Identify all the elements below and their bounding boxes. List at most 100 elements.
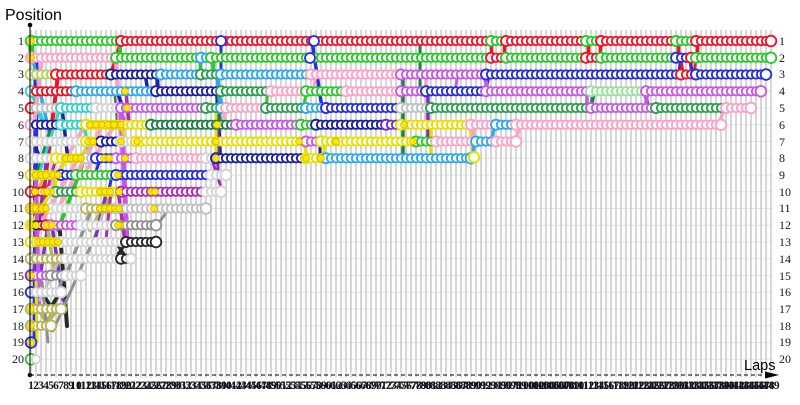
svg-text:108: 108: [557, 380, 575, 392]
svg-text:121: 121: [622, 380, 640, 392]
svg-text:2: 2: [18, 51, 24, 65]
svg-text:58: 58: [310, 380, 322, 392]
svg-text:116: 116: [598, 380, 615, 392]
svg-text:64: 64: [340, 380, 352, 392]
svg-text:105: 105: [542, 380, 560, 392]
svg-text:132: 132: [677, 380, 695, 392]
svg-text:17: 17: [105, 380, 117, 392]
svg-text:98: 98: [510, 380, 522, 392]
svg-text:145: 145: [742, 380, 760, 392]
svg-text:79: 79: [415, 380, 427, 392]
svg-text:6: 6: [53, 380, 59, 392]
svg-text:45: 45: [245, 380, 257, 392]
svg-text:14: 14: [779, 252, 791, 266]
svg-text:93: 93: [485, 380, 497, 392]
svg-text:110: 110: [568, 380, 585, 392]
svg-text:46: 46: [250, 380, 262, 392]
svg-text:127: 127: [652, 380, 670, 392]
svg-text:72: 72: [380, 380, 392, 392]
svg-text:41: 41: [225, 380, 237, 392]
svg-text:9: 9: [68, 380, 74, 392]
svg-text:12: 12: [80, 380, 92, 392]
svg-text:112: 112: [578, 380, 595, 392]
svg-text:33: 33: [185, 380, 197, 392]
svg-text:82: 82: [430, 380, 442, 392]
svg-text:60: 60: [320, 380, 332, 392]
svg-text:120: 120: [617, 380, 635, 392]
svg-text:53: 53: [285, 380, 297, 392]
svg-text:77: 77: [405, 380, 417, 392]
svg-text:20: 20: [779, 352, 791, 366]
svg-text:Laps: Laps: [744, 358, 775, 374]
svg-text:139: 139: [712, 380, 730, 392]
svg-text:14: 14: [90, 380, 102, 392]
svg-text:17: 17: [12, 302, 24, 316]
svg-text:16: 16: [100, 380, 112, 392]
svg-text:91: 91: [475, 380, 487, 392]
svg-text:9: 9: [18, 168, 24, 182]
svg-text:22: 22: [130, 380, 142, 392]
svg-text:143: 143: [732, 380, 750, 392]
svg-text:125: 125: [642, 380, 660, 392]
svg-text:1: 1: [779, 34, 785, 48]
svg-text:109: 109: [562, 380, 580, 392]
svg-text:20: 20: [12, 352, 24, 366]
svg-text:148: 148: [757, 380, 775, 392]
svg-text:7: 7: [779, 135, 785, 149]
svg-text:95: 95: [495, 380, 507, 392]
svg-text:11: 11: [76, 380, 87, 392]
svg-text:149: 149: [762, 380, 780, 392]
svg-text:10: 10: [779, 185, 791, 199]
svg-text:19: 19: [779, 335, 791, 349]
svg-text:6: 6: [779, 118, 785, 132]
svg-text:84: 84: [440, 380, 452, 392]
svg-text:47: 47: [255, 380, 267, 392]
svg-text:113: 113: [583, 380, 600, 392]
svg-text:4: 4: [18, 84, 24, 98]
svg-text:4: 4: [779, 84, 785, 98]
svg-text:17: 17: [779, 302, 791, 316]
svg-text:76: 76: [400, 380, 412, 392]
svg-text:75: 75: [395, 380, 407, 392]
svg-text:37: 37: [205, 380, 217, 392]
svg-text:52: 52: [280, 380, 292, 392]
svg-text:119: 119: [613, 380, 630, 392]
svg-text:13: 13: [85, 380, 97, 392]
svg-text:140: 140: [717, 380, 735, 392]
svg-text:117: 117: [603, 380, 620, 392]
svg-text:16: 16: [779, 285, 791, 299]
svg-text:124: 124: [637, 380, 655, 392]
svg-text:35: 35: [195, 380, 207, 392]
svg-text:137: 137: [702, 380, 720, 392]
svg-text:24: 24: [140, 380, 152, 392]
svg-text:8: 8: [18, 151, 24, 165]
svg-text:31: 31: [175, 380, 187, 392]
svg-text:67: 67: [355, 380, 367, 392]
svg-text:38: 38: [210, 380, 222, 392]
svg-text:3: 3: [18, 67, 24, 81]
svg-text:141: 141: [722, 380, 740, 392]
svg-text:83: 83: [435, 380, 447, 392]
svg-text:15: 15: [779, 269, 791, 283]
svg-text:6: 6: [18, 118, 24, 132]
svg-text:16: 16: [12, 285, 24, 299]
svg-text:12: 12: [779, 218, 791, 232]
svg-text:5: 5: [18, 101, 24, 115]
svg-text:59: 59: [315, 380, 327, 392]
svg-text:104: 104: [537, 380, 555, 392]
svg-text:56: 56: [300, 380, 312, 392]
svg-text:107: 107: [552, 380, 570, 392]
svg-text:147: 147: [752, 380, 770, 392]
svg-text:8: 8: [63, 380, 69, 392]
svg-text:100: 100: [517, 380, 535, 392]
svg-text:3: 3: [779, 67, 785, 81]
svg-text:69: 69: [365, 380, 377, 392]
svg-text:26: 26: [150, 380, 162, 392]
svg-text:21: 21: [125, 380, 137, 392]
svg-text:90: 90: [470, 380, 482, 392]
svg-text:32: 32: [180, 380, 192, 392]
svg-text:71: 71: [375, 380, 387, 392]
svg-text:123: 123: [632, 380, 650, 392]
svg-text:5: 5: [48, 380, 54, 392]
svg-text:128: 128: [657, 380, 675, 392]
